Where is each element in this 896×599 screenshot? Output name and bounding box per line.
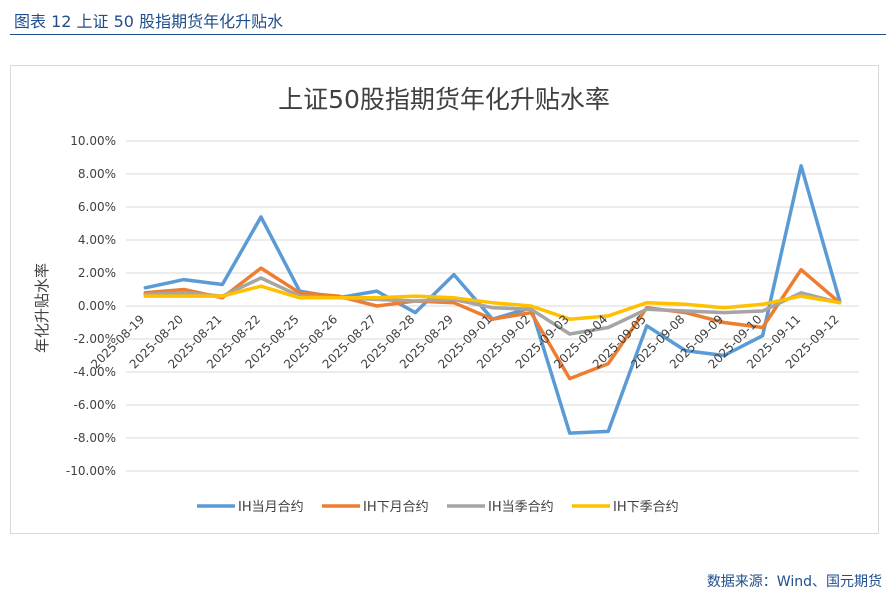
series-line [143, 266, 842, 381]
y-tick-label: -4.00% [74, 365, 116, 379]
data-source: 数据来源：Wind、国元期货 [706, 574, 882, 590]
legend-label: IH下月合约 [363, 500, 429, 515]
y-tick-label: 0.00% [78, 299, 116, 313]
chart-title: 上证50股指期货年化升贴水率 [278, 85, 610, 114]
line-chart: 上证50股指期货年化升贴水率 年化升贴水率 10.00% 8.00% 6.00% 4.… [33, 85, 859, 515]
y-tick-label: -2.00% [74, 332, 116, 346]
y-tick-label: -10.00% [66, 464, 116, 478]
y-tick-label: 6.00% [78, 200, 116, 214]
y-tick-label: 2.00% [78, 266, 116, 280]
series-line [143, 284, 842, 321]
y-tick-label: -8.00% [74, 431, 116, 445]
legend-label: IH当月合约 [238, 500, 304, 515]
y-axis-label: 年化升贴水率 [33, 263, 51, 353]
series-line [143, 164, 842, 435]
y-tick-label: 10.00% [70, 134, 116, 148]
caption-divider [10, 34, 886, 35]
y-tick-label: -6.00% [74, 398, 116, 412]
legend-label: IH当季合约 [488, 500, 554, 515]
chart-frame: 上证50股指期货年化升贴水率 年化升贴水率 10.00% 8.00% 6.00% 4.… [10, 65, 879, 534]
figure-caption: 图表 12 上证 50 股指期货年化升贴水 [14, 12, 284, 31]
series-line [143, 276, 842, 336]
legend-label: IH下季合约 [613, 500, 679, 515]
y-tick-label: 4.00% [78, 233, 116, 247]
y-tick-label: 8.00% [78, 167, 116, 181]
